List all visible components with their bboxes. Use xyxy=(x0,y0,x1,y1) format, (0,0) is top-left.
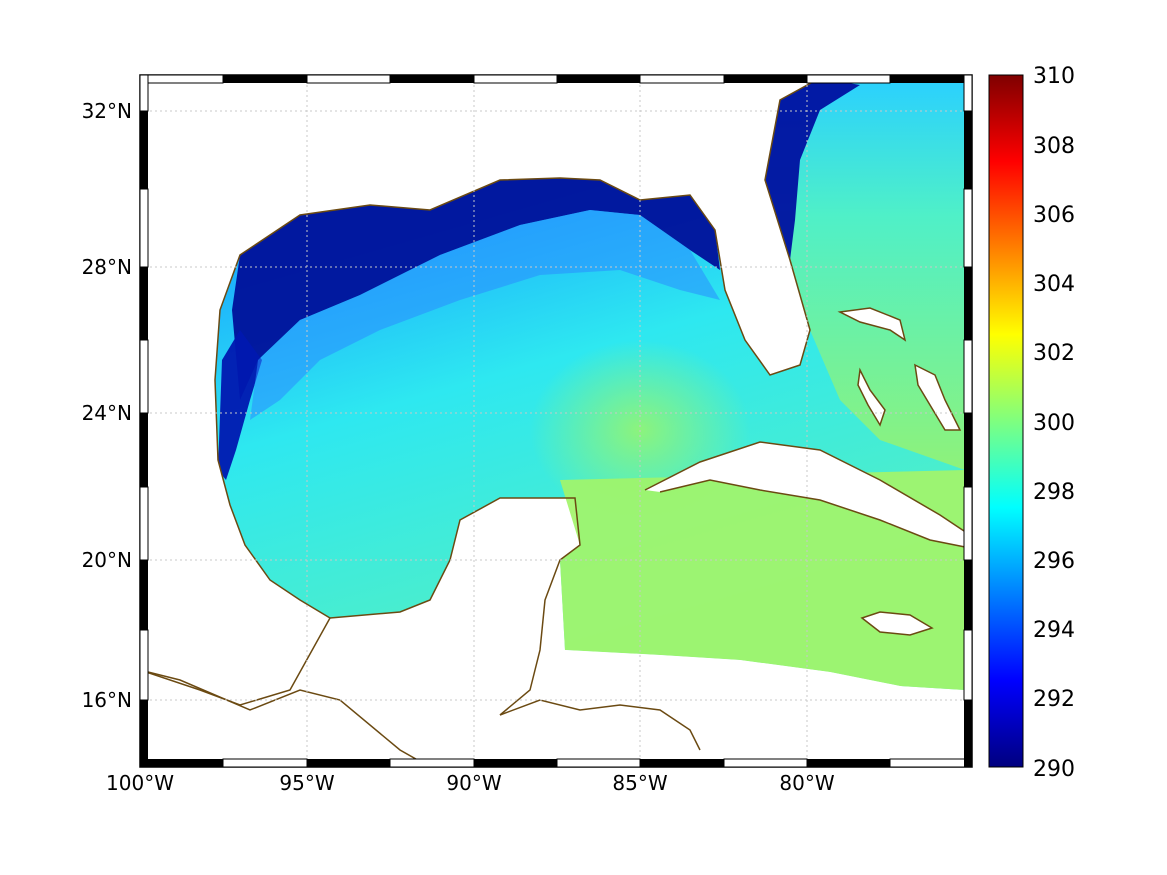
map-border xyxy=(139,74,973,768)
caribbean-water xyxy=(560,470,965,690)
mexico-land xyxy=(140,75,820,705)
x-axis-labels: 100°W 95°W 90°W 85°W 80°W xyxy=(106,771,835,795)
cold-atlantic-shelf xyxy=(765,78,860,260)
colorbar-tick-label: 308 xyxy=(1033,134,1075,159)
x-tick-label: 90°W xyxy=(446,771,501,795)
colorbar-tick-label: 298 xyxy=(1033,480,1075,505)
y-tick-label: 20°N xyxy=(82,548,132,572)
coastline-pacific xyxy=(140,669,431,767)
coastline-cuba xyxy=(644,441,971,549)
x-tick-label: 80°W xyxy=(779,771,834,795)
colorbar-tick-label: 304 xyxy=(1033,272,1075,297)
cold-west-shelf xyxy=(218,330,262,480)
colorbar-tick-label: 292 xyxy=(1033,687,1075,712)
y-axis-labels: 32°N 28°N 24°N 20°N 16°N xyxy=(82,99,132,712)
x-tick-label: 85°W xyxy=(612,771,667,795)
coastline-gulf xyxy=(140,77,821,706)
blue-transition xyxy=(250,210,720,420)
colorbar-tick-label: 290 xyxy=(1033,757,1075,782)
colorbar-tick-label: 300 xyxy=(1033,411,1075,436)
y-tick-label: 28°N xyxy=(82,255,132,279)
y-tick-label: 24°N xyxy=(82,401,132,425)
graticule xyxy=(140,75,972,767)
y-tick-label: 32°N xyxy=(82,99,132,123)
colorbar-tick-label: 296 xyxy=(1033,549,1075,574)
x-tick-label: 100°W xyxy=(106,771,174,795)
coastline-bahamas xyxy=(837,307,962,431)
coastlines xyxy=(140,77,971,767)
y-tick-label: 16°N xyxy=(82,688,132,712)
x-tick-label: 95°W xyxy=(279,771,334,795)
coastline-jamaica xyxy=(860,611,934,636)
cold-north-shelf xyxy=(232,178,720,400)
colorbar: 310 308 306 304 302 300 298 296 294 292 … xyxy=(988,64,1075,782)
yucatan-land xyxy=(140,498,972,767)
colorbar-tick-label: 306 xyxy=(1033,203,1075,228)
colorbar-labels: 310 308 306 304 302 300 298 296 294 292 … xyxy=(1033,64,1075,782)
colorbar-tick-label: 310 xyxy=(1033,64,1075,89)
colorbar-tick-label: 294 xyxy=(1033,618,1075,643)
atlantic-water xyxy=(765,78,965,470)
bahamas-land-3 xyxy=(858,370,885,425)
bahamas-land-2 xyxy=(915,365,960,430)
colorbar-tick-label: 302 xyxy=(1033,341,1075,366)
colorbar-bar xyxy=(988,74,1024,768)
coastline-yucatan xyxy=(329,497,581,716)
sst-field xyxy=(140,75,972,767)
